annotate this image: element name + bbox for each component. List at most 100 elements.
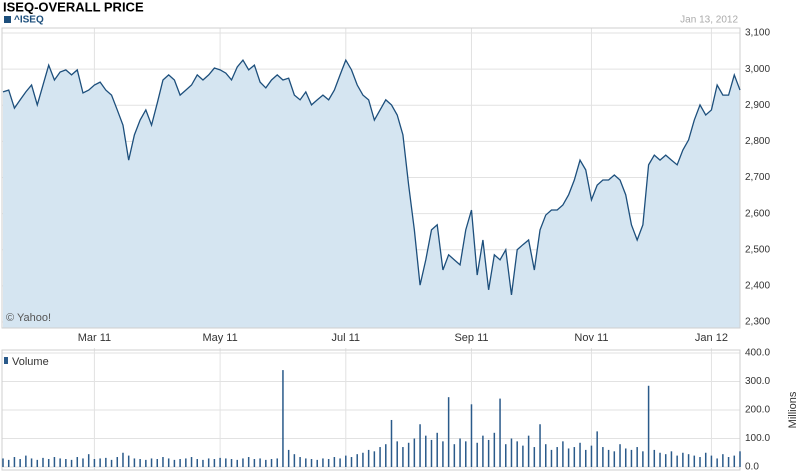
y-tick-label: 200.0 bbox=[745, 405, 770, 416]
y-tick-label: 3,100 bbox=[745, 28, 770, 39]
volume-bar bbox=[70, 459, 73, 467]
legend-swatch bbox=[4, 16, 11, 23]
volume-bar bbox=[596, 431, 598, 467]
price-frame bbox=[1, 27, 741, 329]
volume-bar bbox=[339, 458, 341, 467]
y-tick-label: 2,900 bbox=[745, 100, 770, 111]
volume-bar bbox=[676, 455, 678, 467]
volume-bar bbox=[533, 447, 536, 467]
volume-bar bbox=[499, 398, 501, 467]
chart-title: ISEQ-OVERALL PRICE bbox=[3, 0, 144, 14]
volume-bar bbox=[545, 444, 547, 467]
volume-bar bbox=[442, 441, 444, 467]
y-tick-label: 2,500 bbox=[745, 244, 770, 255]
volume-bar bbox=[145, 459, 147, 467]
volume-bar bbox=[42, 457, 44, 467]
volume-bar bbox=[619, 444, 621, 467]
volume-bar bbox=[276, 458, 278, 467]
volume-bar bbox=[139, 459, 141, 467]
volume-bar bbox=[105, 457, 107, 467]
volume-bar bbox=[270, 459, 273, 467]
volume-bar bbox=[447, 397, 450, 467]
volume-bar bbox=[110, 459, 113, 467]
y-tick-label: 3,000 bbox=[745, 64, 770, 75]
volume-bar bbox=[293, 454, 296, 467]
volume-bar bbox=[207, 458, 210, 467]
y-tick-label: 2,600 bbox=[745, 208, 770, 219]
volume-bar bbox=[436, 432, 438, 467]
volume-bar bbox=[562, 441, 564, 467]
volume-bar bbox=[259, 458, 261, 467]
volume-bar bbox=[333, 457, 336, 467]
volume-bar bbox=[219, 457, 221, 467]
y-tick-label: 2,700 bbox=[745, 172, 770, 183]
volume-bar bbox=[367, 449, 370, 467]
volume-bar bbox=[316, 459, 318, 467]
volume-bar bbox=[287, 449, 290, 467]
volume-bar bbox=[505, 444, 507, 467]
volume-bar bbox=[122, 452, 124, 467]
volume-bar bbox=[470, 404, 473, 467]
legend-label: Volume bbox=[12, 356, 49, 368]
volume-bar bbox=[322, 458, 324, 467]
volume-bar bbox=[493, 432, 496, 467]
volume-bar bbox=[476, 442, 478, 467]
volume-bar bbox=[190, 457, 193, 467]
volume-bar bbox=[99, 458, 101, 467]
volume-bar bbox=[167, 458, 170, 467]
volume-bar bbox=[453, 444, 456, 467]
volume-bar bbox=[247, 457, 250, 467]
x-tick-label: Mar 11 bbox=[78, 332, 111, 344]
volume-bar bbox=[2, 458, 4, 467]
volume-bar bbox=[356, 454, 358, 467]
volume-bar bbox=[636, 447, 638, 467]
x-tick-label: Sep 11 bbox=[454, 332, 488, 344]
legend-label: ^ISEQ bbox=[14, 15, 44, 26]
x-tick-label: Nov 11 bbox=[574, 332, 608, 344]
y-tick-label: 2,300 bbox=[745, 317, 770, 328]
y-tick-label: 0.0 bbox=[745, 462, 759, 473]
x-tick-label: May 11 bbox=[202, 332, 237, 344]
volume-bar bbox=[550, 449, 553, 467]
volume-bar bbox=[127, 455, 130, 467]
volume-bar bbox=[116, 457, 119, 467]
volume-bar bbox=[664, 454, 667, 467]
volume-bar bbox=[202, 459, 204, 467]
volume-bar bbox=[539, 424, 541, 467]
volume-bar bbox=[162, 457, 164, 467]
volume-bar bbox=[716, 458, 718, 467]
x-tick-label: Jul 11 bbox=[332, 332, 361, 344]
volume-bar bbox=[693, 455, 696, 467]
volume-bar bbox=[670, 451, 673, 467]
volume-bar bbox=[265, 459, 267, 467]
volume-bar bbox=[630, 449, 633, 467]
y-axis-label: Millions bbox=[787, 391, 799, 428]
legend-swatch bbox=[4, 357, 8, 364]
volume-bar bbox=[465, 441, 467, 467]
volume-bar bbox=[584, 449, 587, 467]
volume-bar bbox=[36, 459, 39, 467]
volume-bar bbox=[425, 435, 427, 467]
volume-bar bbox=[419, 424, 421, 467]
volume-bar bbox=[390, 419, 393, 467]
volume-bar bbox=[590, 445, 593, 467]
volume-bar bbox=[225, 458, 227, 467]
y-tick-label: 100.0 bbox=[745, 433, 770, 444]
volume-bar bbox=[682, 452, 684, 467]
volume-bar bbox=[76, 457, 79, 467]
volume-bar bbox=[133, 458, 136, 467]
volume-bar bbox=[516, 441, 518, 467]
volume-bar bbox=[482, 435, 484, 467]
volume-bar bbox=[350, 457, 353, 467]
volume-bar bbox=[150, 458, 153, 467]
volume-bar bbox=[379, 447, 381, 467]
volume-bar bbox=[733, 455, 736, 467]
price-area bbox=[3, 60, 740, 329]
volume-bar bbox=[579, 442, 581, 467]
volume-bar bbox=[402, 447, 404, 467]
volume-bar bbox=[602, 447, 604, 467]
volume-bar bbox=[173, 459, 176, 467]
y-tick-label: 400.0 bbox=[745, 348, 770, 359]
source-label: © Yahoo! bbox=[6, 312, 51, 324]
